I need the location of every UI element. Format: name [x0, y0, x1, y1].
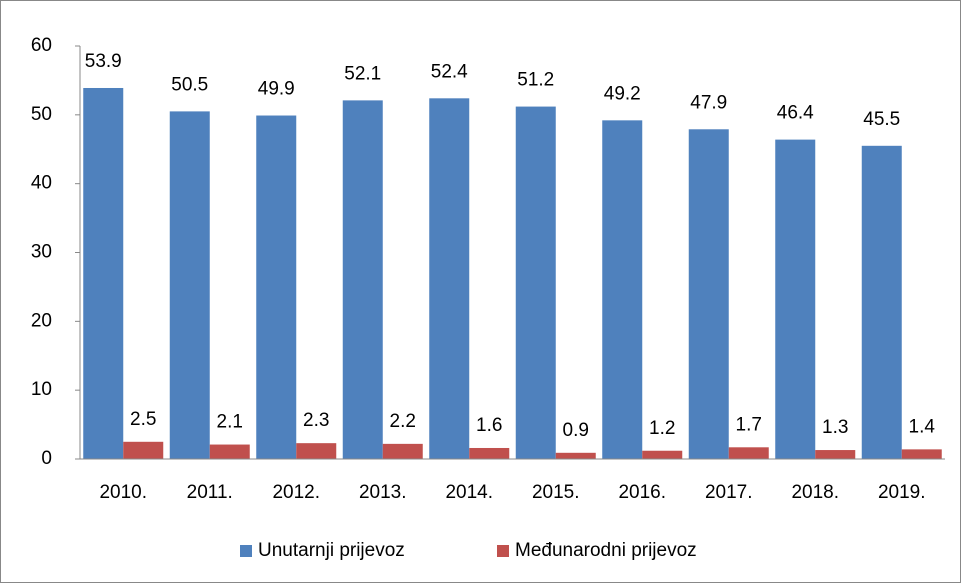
x-tick-label: 2014.: [445, 482, 493, 503]
data-label: 45.5: [863, 109, 900, 130]
y-tick-label: 30: [31, 242, 52, 263]
y-tick-label: 60: [31, 35, 52, 56]
x-tick-label: 2013.: [359, 482, 407, 503]
bar: [728, 447, 769, 459]
bar: [342, 100, 383, 460]
bar: [83, 87, 124, 459]
data-label: 2.2: [390, 411, 416, 432]
data-label: 1.4: [909, 416, 936, 437]
bar: [901, 449, 942, 459]
bar: [642, 450, 683, 459]
bar: [169, 111, 210, 460]
data-label: 49.2: [604, 83, 641, 104]
x-tick-label: 2018.: [791, 482, 839, 503]
data-label: 49.9: [258, 79, 295, 100]
y-tick-label: 10: [31, 379, 52, 400]
bar: [469, 447, 510, 459]
bar: [515, 106, 556, 459]
x-tick-label: 2011.: [187, 482, 233, 503]
bar: [602, 120, 643, 459]
x-tick-label: 2017.: [705, 482, 753, 503]
bar: [555, 452, 596, 459]
bar: [123, 441, 164, 459]
y-tick-label: 50: [31, 104, 52, 125]
data-label: 52.1: [344, 63, 381, 84]
data-label: 46.4: [777, 103, 814, 124]
y-tick-label: 0: [41, 448, 52, 469]
legend: Unutarnji prijevoz Međunarodni prijevoz: [240, 540, 697, 561]
bar: [429, 98, 470, 460]
data-label: 1.2: [649, 418, 675, 439]
data-label: 2.5: [130, 409, 156, 430]
bar: [209, 444, 250, 459]
bar: [815, 450, 856, 459]
y-tick-label: 20: [31, 310, 52, 331]
bar: [688, 129, 729, 459]
bar: [296, 443, 337, 459]
data-label: 52.4: [431, 61, 468, 82]
data-label: 51.2: [517, 70, 554, 91]
x-tick-label: 2010.: [99, 482, 147, 503]
data-label: 50.5: [171, 74, 208, 95]
x-tick-label: 2016.: [618, 482, 666, 503]
x-tick-label: 2015.: [532, 482, 580, 503]
legend-label: Međunarodni prijevoz: [515, 540, 697, 561]
bar: [256, 115, 297, 459]
legend-swatch: [497, 545, 509, 557]
x-tick-label: 2019.: [878, 482, 926, 503]
x-tick-label: 2012.: [272, 482, 320, 503]
data-label: 1.3: [822, 417, 848, 438]
data-label: 1.7: [736, 414, 762, 435]
legend-label: Unutarnji prijevoz: [258, 540, 405, 561]
data-label: 0.9: [563, 420, 589, 441]
legend-swatch: [240, 545, 252, 557]
data-label: 1.6: [476, 415, 502, 436]
bar: [861, 145, 902, 459]
data-label: 2.3: [303, 410, 329, 431]
data-label: 47.9: [690, 92, 727, 113]
data-label: 2.1: [217, 412, 243, 433]
bar: [775, 139, 816, 459]
y-tick-label: 40: [31, 173, 52, 194]
bar: [382, 443, 423, 459]
data-label: 53.9: [85, 51, 122, 72]
